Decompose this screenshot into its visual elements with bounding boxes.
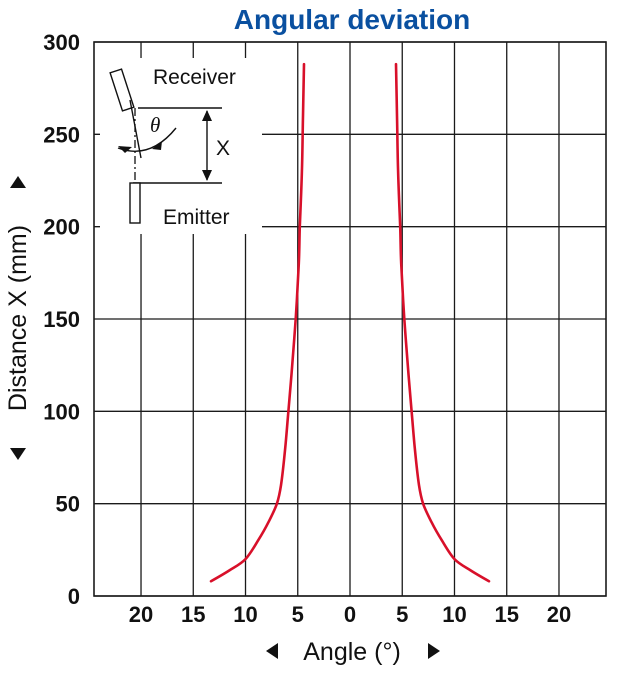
curve-left-series [209, 62, 306, 583]
y-tick-label: 300 [43, 30, 80, 55]
x-arrow-right-icon [428, 643, 440, 659]
curves [209, 62, 491, 583]
y-tick-label: 200 [43, 215, 80, 240]
y-arrow-up-icon [10, 176, 26, 188]
x-tick-label: 20 [547, 602, 571, 627]
distance-label: X [216, 137, 230, 160]
receiver-label: Receiver [153, 66, 236, 89]
distance-arrow-down [202, 170, 212, 181]
curve-right-series [394, 62, 491, 583]
y-tick-label: 250 [43, 122, 80, 147]
y-tick-label: 150 [43, 307, 80, 332]
emitter-label: Emitter [163, 206, 230, 229]
x-tick-label: 5 [396, 602, 408, 627]
x-tick-label: 20 [129, 602, 153, 627]
x-axis-label: Angle (°) [266, 638, 440, 666]
y-tick-label: 50 [56, 492, 80, 517]
arc-arrow-right [152, 141, 162, 150]
arc-arrow-left [118, 146, 132, 153]
x-tick-label: 5 [292, 602, 304, 627]
emitter-body [129, 182, 141, 224]
receiver-body [109, 68, 135, 112]
inset-diagram: θ X Receiver Emitter [100, 58, 262, 234]
y-tick-label: 0 [68, 584, 80, 609]
y-axis-label-text: Distance X (mm) [4, 225, 32, 411]
x-axis-label-text: Angle (°) [303, 638, 401, 666]
x-tick-label: 0 [344, 602, 356, 627]
x-tick-label: 10 [233, 602, 257, 627]
y-axis-label: Distance X (mm) [4, 176, 32, 460]
x-arrow-left-icon [266, 643, 278, 659]
distance-arrow-up [202, 110, 212, 121]
x-tick-label: 15 [494, 602, 518, 627]
grid [93, 41, 607, 597]
chart-title: Angular deviation [234, 4, 470, 35]
x-tick-label: 15 [181, 602, 205, 627]
x-tick-label: 10 [442, 602, 466, 627]
y-arrow-down-icon [10, 448, 26, 460]
y-tick-label: 100 [43, 399, 80, 424]
angle-symbol: θ [150, 113, 160, 137]
